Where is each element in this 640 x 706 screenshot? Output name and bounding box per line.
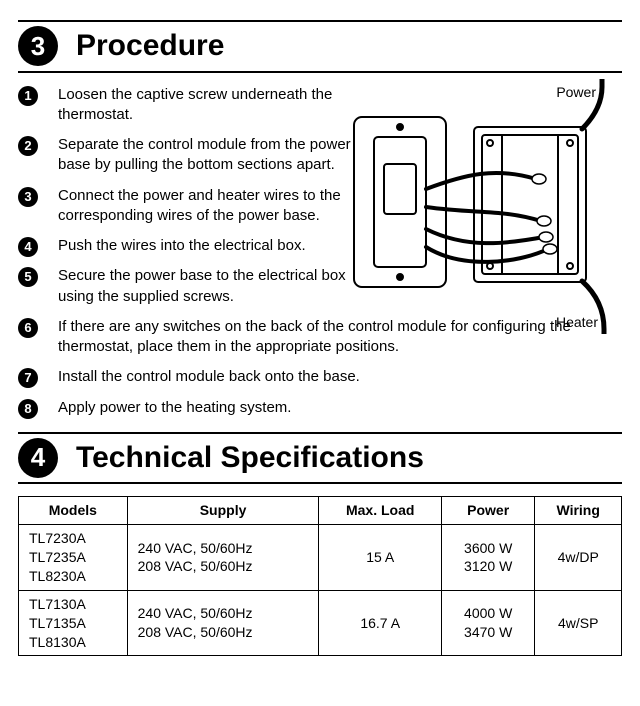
step-text: Separate the control module from the pow… xyxy=(58,135,358,176)
cell-wiring: 4w/DP xyxy=(535,525,622,591)
step-1: 1 Loosen the captive screw under­neath th… xyxy=(18,85,622,126)
step-number-icon: 1 xyxy=(18,86,38,106)
step-4: 4 Push the wires into the electrical box. xyxy=(18,236,622,256)
section-4-number: 4 xyxy=(18,438,58,478)
cell-supply: 240 VAC, 50/60Hz 208 VAC, 50/60Hz xyxy=(127,525,319,591)
step-number-icon: 8 xyxy=(18,399,38,419)
step-text: Connect the power and heater wires to th… xyxy=(58,186,358,227)
step-7: 7 Install the control module back onto th… xyxy=(18,367,622,387)
step-text: Install the control module back onto the… xyxy=(58,367,622,387)
step-number-icon: 3 xyxy=(18,187,38,207)
col-wiring: Wiring xyxy=(535,497,622,525)
step-text: Secure the power base to the electrical … xyxy=(58,266,358,307)
table-header-row: Models Supply Max. Load Power Wiring xyxy=(19,497,622,525)
cell-wiring: 4w/SP xyxy=(535,590,622,656)
section-4-header: 4 Technical Specifications xyxy=(18,432,622,485)
step-5: 5 Secure the power base to the electrical… xyxy=(18,266,622,307)
cell-models: TL7130A TL7135A TL8130A xyxy=(19,590,128,656)
section-4-title: Technical Specifications xyxy=(76,438,424,479)
step-text: Loosen the captive screw under­neath the… xyxy=(58,85,358,126)
col-models: Models xyxy=(19,497,128,525)
procedure-steps: 1 Loosen the captive screw under­neath th… xyxy=(18,85,622,418)
step-number-icon: 7 xyxy=(18,368,38,388)
table-row: TL7230A TL7235A TL8230A 240 VAC, 50/60Hz… xyxy=(19,525,622,591)
step-text: Push the wires into the electrical box. xyxy=(58,236,358,256)
step-number-icon: 2 xyxy=(18,136,38,156)
procedure-content: Power Heater xyxy=(18,85,622,418)
step-2: 2 Separate the control module from the po… xyxy=(18,135,622,176)
col-power: Power xyxy=(441,497,534,525)
step-number-icon: 4 xyxy=(18,237,38,257)
cell-models: TL7230A TL7235A TL8230A xyxy=(19,525,128,591)
step-8: 8 Apply power to the heating system. xyxy=(18,398,622,418)
cell-power: 3600 W 3120 W xyxy=(441,525,534,591)
table-row: TL7130A TL7135A TL8130A 240 VAC, 50/60Hz… xyxy=(19,590,622,656)
cell-supply: 240 VAC, 50/60Hz 208 VAC, 50/60Hz xyxy=(127,590,319,656)
cell-power: 4000 W 3470 W xyxy=(441,590,534,656)
step-number-icon: 5 xyxy=(18,267,38,287)
section-3-title: Procedure xyxy=(76,26,224,67)
spec-table: Models Supply Max. Load Power Wiring TL7… xyxy=(18,496,622,656)
step-6: 6 If there are any switches on the back o… xyxy=(18,317,622,358)
step-text: If there are any switches on the back of… xyxy=(58,317,622,358)
cell-maxload: 16.7 A xyxy=(319,590,441,656)
col-maxload: Max. Load xyxy=(319,497,441,525)
step-number-icon: 6 xyxy=(18,318,38,338)
step-3: 3 Connect the power and heater wires to t… xyxy=(18,186,622,227)
col-supply: Supply xyxy=(127,497,319,525)
section-3-header: 3 Procedure xyxy=(18,20,622,73)
step-text: Apply power to the heating system. xyxy=(58,398,622,418)
section-3-number: 3 xyxy=(18,26,58,66)
cell-maxload: 15 A xyxy=(319,525,441,591)
